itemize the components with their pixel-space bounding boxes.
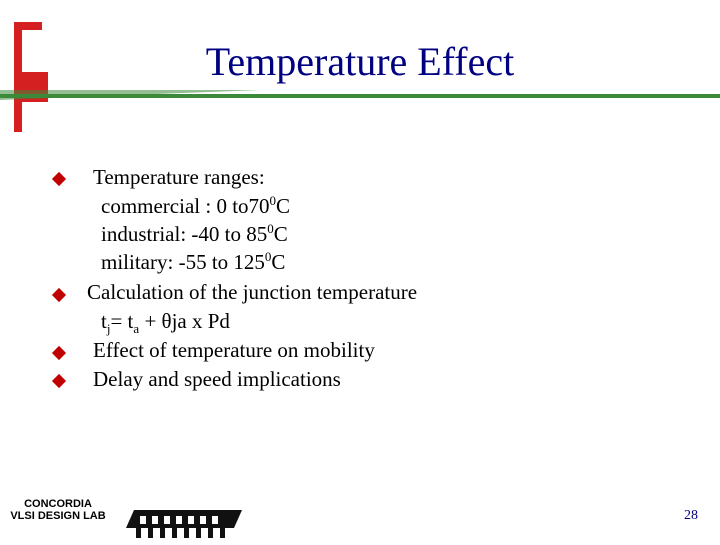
bullet-text: Calculation of the junction temperature [87, 280, 418, 304]
range-label: military: -55 to 125 [101, 250, 265, 274]
bullet-text: Temperature ranges: [93, 165, 265, 189]
page-title: Temperature Effect [205, 39, 515, 84]
unit: C [276, 194, 291, 218]
lab-logo-text: CONCORDIA VLSI DESIGN LAB [10, 498, 106, 522]
degree-sup: 0 [269, 193, 277, 208]
range-label: commercial : 0 to70 [101, 194, 270, 218]
unit: C [273, 222, 288, 246]
corner-bracket-icon [0, 22, 720, 132]
degree-sup: 0 [267, 221, 274, 236]
bullet-diamond-icon [51, 287, 67, 303]
page-number: 28 [684, 508, 698, 523]
bullet-text: Delay and speed implications [93, 367, 341, 391]
bullet-diamond-icon [51, 171, 67, 187]
bullet-text: Effect of temperature on mobility [93, 338, 375, 362]
list-item: industrial: -40 to 850C [101, 220, 288, 248]
degree-sup: 0 [264, 249, 272, 264]
corner-decoration [0, 0, 720, 140]
list-item: military: -55 to 1250C [101, 248, 285, 276]
chip-logo-icon [124, 506, 248, 545]
unit: C [271, 250, 286, 274]
formula: tj= ta + θja x Pd [101, 309, 230, 337]
range-label: industrial: -40 to 85 [101, 222, 268, 246]
bullet-diamond-icon [51, 373, 67, 389]
list-item: commercial : 0 to700C [101, 192, 290, 220]
bullet-diamond-icon [51, 345, 67, 361]
